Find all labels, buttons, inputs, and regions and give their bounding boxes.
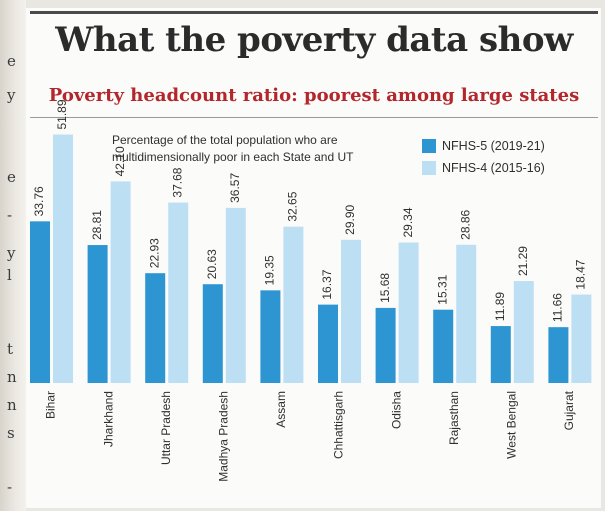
edge-text-fragment: n	[7, 396, 17, 414]
data-label: 15.31	[435, 274, 449, 304]
edge-text-fragment: e	[7, 52, 16, 70]
x-tick-label: Odisha	[389, 391, 403, 429]
x-tick-label: Chhattisgarh	[332, 391, 346, 459]
chart-subtitle: Poverty headcount ratio: poorest among l…	[48, 85, 580, 106]
bar-nfhs5	[548, 327, 569, 383]
bar-nfhs4	[341, 239, 361, 383]
data-label: 32.65	[286, 191, 300, 221]
data-label: 28.86	[458, 209, 472, 239]
top-rule	[30, 11, 598, 14]
legend-label-nfhs4: NFHS-4 (2015-16)	[442, 161, 545, 175]
edge-text-fragment: e	[7, 168, 16, 186]
bar-nfhs5	[318, 304, 338, 383]
x-tick-label: Rajasthan	[447, 391, 461, 445]
bar-nfhs4	[168, 202, 189, 383]
x-tick-label: Jharkhand	[101, 391, 115, 447]
data-label: 51.89	[55, 99, 69, 129]
bar-nfhs4	[398, 242, 419, 383]
edge-text-fragment: y	[7, 244, 16, 262]
legend-item-nfhs5: NFHS-5 (2019-21)	[422, 135, 600, 157]
data-label: 42.10	[113, 146, 127, 176]
data-label: 11.66	[551, 293, 565, 322]
bar-nfhs4	[456, 244, 477, 383]
edge-text-fragment: -	[7, 478, 13, 496]
data-label: 16.37	[320, 269, 334, 299]
data-label: 28.81	[90, 210, 104, 240]
data-label: 29.90	[343, 204, 357, 234]
x-tick-label: Bihar	[44, 391, 58, 419]
data-label: 37.68	[170, 167, 184, 197]
data-label: 18.47	[574, 259, 588, 289]
data-label: 20.63	[205, 249, 219, 279]
bar-nfhs4	[53, 134, 73, 383]
bar-nfhs4	[283, 226, 304, 383]
x-tick-label: Gujarat	[562, 390, 576, 430]
page-title: What the poverty data show	[55, 20, 573, 60]
x-tick-label: Assam	[274, 391, 288, 428]
data-label: 15.68	[378, 273, 392, 303]
subtitle-rule	[30, 117, 598, 118]
x-tick-label: Uttar Pradesh	[159, 391, 173, 465]
bar-nfhs5	[87, 245, 108, 383]
data-label: 19.35	[263, 255, 277, 285]
bar-nfhs5	[433, 309, 454, 383]
x-tick-label: West Bengal	[504, 391, 518, 459]
edge-text-fragment: y	[7, 86, 16, 104]
bar-nfhs5	[30, 221, 50, 383]
edge-text-fragment: t	[7, 340, 14, 358]
bar-nfhs4	[225, 207, 246, 383]
data-label: 11.89	[493, 292, 507, 321]
bar-nfhs5	[145, 273, 166, 383]
edge-text-fragment: s	[7, 424, 15, 442]
edge-text-fragment: -	[7, 206, 13, 224]
bar-nfhs5	[375, 307, 396, 383]
legend-item-nfhs4: NFHS-4 (2015-16)	[422, 157, 600, 179]
data-label: 21.29	[516, 246, 530, 276]
data-label: 29.34	[401, 207, 415, 237]
bar-nfhs4	[571, 294, 592, 383]
x-tick-label: Madhya Pradesh	[216, 391, 230, 482]
data-label: 33.76	[32, 186, 46, 216]
legend-swatch-nfhs4	[422, 161, 436, 175]
edge-text-fragment: n	[7, 368, 17, 386]
legend-label-nfhs5: NFHS-5 (2019-21)	[442, 139, 545, 153]
bar-nfhs4	[110, 181, 131, 383]
data-label: 36.57	[228, 173, 242, 203]
bar-nfhs5	[490, 326, 511, 383]
bar-nfhs5	[260, 290, 281, 383]
edge-text-fragment: l	[7, 266, 12, 284]
chart-legend: NFHS-5 (2019-21) NFHS-4 (2015-16)	[422, 135, 600, 179]
data-label: 22.93	[147, 238, 161, 268]
legend-swatch-nfhs5	[422, 139, 436, 153]
chart-caption: Percentage of the total population who a…	[112, 133, 354, 164]
bar-nfhs5	[202, 284, 223, 383]
bar-nfhs4	[513, 281, 534, 383]
